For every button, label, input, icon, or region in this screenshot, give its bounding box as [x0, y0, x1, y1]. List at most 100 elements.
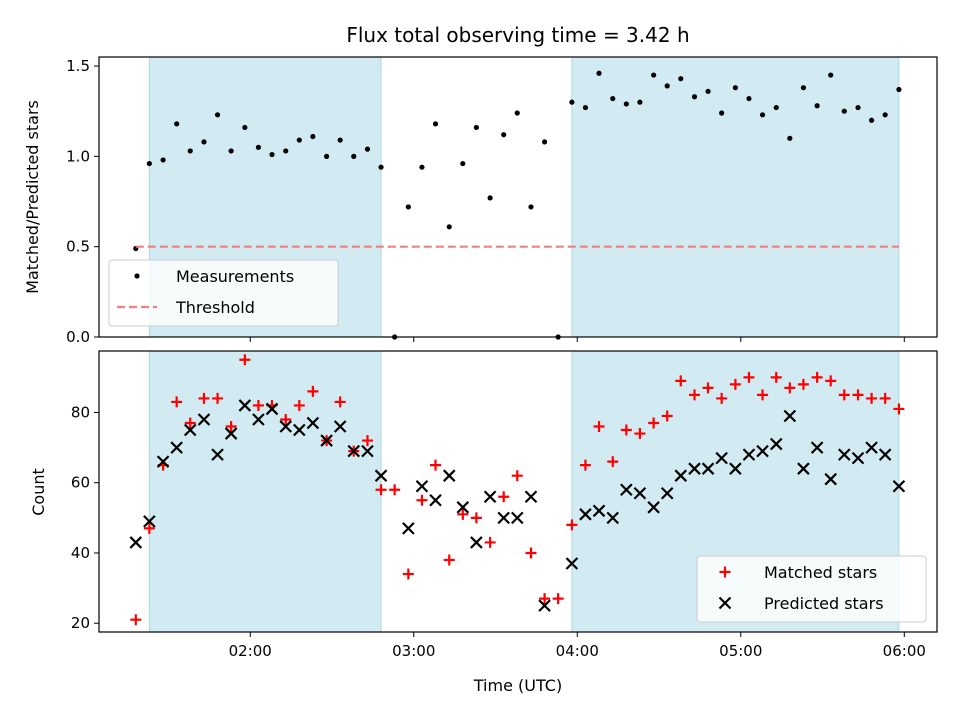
point-plus-46: [757, 389, 769, 401]
point-x-4: [183, 423, 197, 437]
point-dot-18: [378, 164, 384, 170]
point-x-10: [265, 402, 279, 416]
point-x-37: [660, 486, 674, 500]
legend-marker-dot: [134, 273, 140, 279]
point-dot-25: [473, 124, 479, 131]
point-dot-23: [446, 224, 452, 230]
point-x-46: [783, 409, 797, 423]
point-plus-47: [770, 371, 782, 383]
legend-label: Measurements: [176, 267, 294, 286]
y-tick-label: 80: [71, 403, 90, 421]
point-x-28: [524, 490, 538, 504]
y-tick-label: 20: [71, 614, 90, 632]
point-x-16: [347, 444, 361, 458]
point-plus-1: [143, 522, 155, 534]
point-plus-15: [334, 396, 346, 408]
point-plus-41: [689, 389, 701, 401]
point-x-52: [865, 441, 878, 454]
point-dot-30: [541, 139, 548, 145]
point-x-31: [579, 508, 592, 521]
x-axis-label: Time (UTC): [473, 676, 562, 695]
point-plus-37: [634, 428, 646, 440]
point-dot-42: [705, 88, 711, 94]
point-x-47: [797, 462, 810, 475]
point-plus-53: [852, 389, 864, 401]
point-plus-30: [539, 593, 551, 605]
legend-box: [108, 259, 339, 327]
point-x-54: [892, 479, 906, 493]
point-dot-26: [487, 195, 493, 201]
point-x-22: [442, 469, 456, 482]
legend-label: Threshold: [175, 298, 255, 317]
y-tick-label: 1.0: [66, 147, 90, 165]
point-x-23: [456, 501, 470, 514]
point-plus-45: [743, 371, 755, 383]
point-dot-41: [691, 94, 698, 100]
point-dot-51: [828, 72, 834, 78]
chart-title: Flux total observing time = 3.42 h: [346, 23, 689, 47]
y-tick-label: 1.5: [66, 57, 90, 75]
point-x-43: [742, 448, 756, 461]
x-tick-label: 06:00: [883, 642, 926, 660]
point-x-41: [715, 451, 728, 465]
y-tick-label: 0.5: [66, 238, 90, 256]
point-x-36: [647, 501, 660, 514]
legend-label: Predicted stars: [764, 594, 884, 613]
point-x-11: [279, 420, 293, 433]
point-dot-12: [296, 137, 302, 143]
point-x-48: [810, 441, 824, 454]
point-plus-11: [280, 413, 292, 425]
point-dot-4: [187, 148, 193, 154]
x-tick-label: 04:00: [556, 642, 599, 660]
point-plus-18: [375, 484, 387, 496]
point-x-50: [838, 448, 851, 461]
point-dot-44: [732, 85, 738, 91]
point-plus-21: [416, 494, 428, 506]
point-x-2: [156, 455, 170, 468]
point-x-19: [402, 522, 415, 535]
point-x-42: [729, 462, 742, 475]
point-dot-8: [242, 124, 248, 131]
point-dot-40: [678, 76, 684, 82]
point-x-14: [320, 434, 333, 447]
point-plus-42: [702, 382, 714, 394]
point-plus-12: [293, 399, 305, 411]
point-plus-49: [797, 378, 809, 390]
point-plus-7: [225, 421, 237, 433]
point-plus-20: [402, 568, 414, 580]
point-dot-27: [501, 132, 507, 138]
y-tick-label: 0.0: [66, 328, 90, 346]
point-plus-55: [879, 392, 891, 404]
point-dot-24: [460, 160, 466, 167]
point-dot-15: [337, 137, 343, 143]
point-x-30: [565, 557, 579, 570]
top-panel: 0.0 0.5 1.0 1.5 Measurements Threshold: [66, 56, 938, 346]
point-dot-32: [569, 99, 575, 105]
point-x-1: [143, 515, 156, 528]
point-plus-31: [552, 593, 564, 605]
x-tick-label: 05:00: [719, 642, 762, 660]
point-dot-9: [255, 144, 262, 150]
point-x-53: [878, 448, 892, 461]
point-x-44: [756, 444, 769, 458]
point-plus-43: [716, 392, 728, 404]
point-plus-56: [893, 403, 905, 415]
point-plus-23: [443, 554, 455, 566]
point-plus-33: [579, 459, 591, 471]
point-dot-3: [174, 121, 180, 127]
point-dot-53: [855, 104, 861, 111]
point-plus-40: [675, 375, 687, 387]
point-plus-28: [511, 470, 523, 482]
point-dot-10: [269, 151, 275, 158]
point-x-15: [333, 420, 347, 433]
bottom-y-axis-label: Count: [29, 468, 48, 516]
point-plus-44: [729, 378, 741, 390]
point-dot-29: [528, 204, 534, 210]
point-x-49: [824, 472, 837, 486]
point-x-0: [129, 536, 143, 549]
point-plus-6: [212, 392, 224, 404]
point-x-32: [592, 504, 606, 518]
point-plus-5: [198, 392, 210, 404]
point-plus-48: [784, 382, 796, 394]
point-plus-25: [470, 512, 482, 524]
